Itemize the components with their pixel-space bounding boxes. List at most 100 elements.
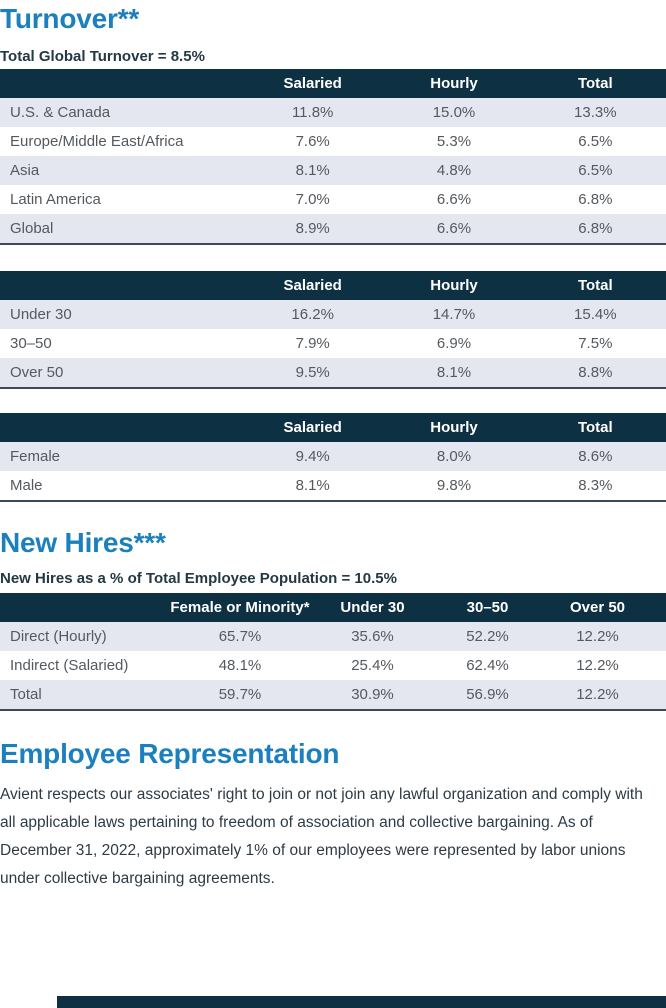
cell-value: 6.8% <box>578 191 613 208</box>
table-row: Global 8.9% 6.6% 6.8% <box>0 214 666 244</box>
cell-value: 12.2% <box>576 657 619 674</box>
cell-value: 52.2% <box>466 628 509 645</box>
turnover-by-gender-table: Salaried Hourly Total Female 9.4% 8.0% 8.6% Mal… <box>0 413 666 502</box>
column-header: Under 30 <box>325 593 420 622</box>
cell-value: 12.2% <box>576 686 619 703</box>
cell-value: 6.6% <box>436 191 472 208</box>
row-label: Over 50 <box>10 364 64 381</box>
table-header-empty-cell <box>0 413 242 442</box>
cell-value: 6.9% <box>436 335 472 352</box>
column-header: Over 50 <box>555 593 666 622</box>
column-header: 30–50 <box>420 593 555 622</box>
table-header-empty-cell <box>0 593 155 622</box>
cell-value: 7.9% <box>295 335 330 352</box>
turnover-by-region-table: Salaried Hourly Total U.S. & Canada 11.8% 15.… <box>0 69 666 245</box>
cell-value: 8.1% <box>436 364 472 381</box>
row-label: U.S. & Canada <box>10 104 111 121</box>
table-header-row: Salaried Hourly Total <box>0 69 666 98</box>
table-row: Male 8.1% 9.8% 8.3% <box>0 471 666 501</box>
cell-value: 6.6% <box>436 220 472 237</box>
cell-value: 9.4% <box>295 448 330 465</box>
new-hires-section-title: New Hires*** <box>0 527 166 558</box>
cell-value: 8.0% <box>436 448 472 465</box>
cell-value: 35.6% <box>351 628 394 645</box>
employee-representation-section: Employee Representation Avient respects … <box>0 737 666 893</box>
table-row: Over 50 9.5% 8.1% 8.8% <box>0 358 666 388</box>
row-label: Global <box>10 220 54 237</box>
cell-value: 7.6% <box>295 133 330 150</box>
cell-value: 13.3% <box>574 104 617 121</box>
next-table-header-partial-bar <box>57 996 666 1008</box>
total-global-turnover-subtitle: Total Global Turnover = 8.5% <box>0 48 205 65</box>
table-row: Total 59.7% 30.9% 56.9% 12.2% <box>0 680 666 710</box>
column-header: Hourly <box>383 271 525 300</box>
row-label: Male <box>10 477 43 494</box>
row-label: Asia <box>10 162 40 179</box>
employee-representation-title: Employee Representation <box>0 738 340 769</box>
cell-value: 16.2% <box>291 306 334 323</box>
cell-value: 14.7% <box>432 306 476 323</box>
turnover-section-title: Turnover** <box>0 3 140 34</box>
column-header: Salaried <box>242 413 384 442</box>
table-header-row: Salaried Hourly Total <box>0 271 666 300</box>
row-label: Direct (Hourly) <box>10 628 107 645</box>
table-row: Female 9.4% 8.0% 8.6% <box>0 442 666 471</box>
new-hires-subtitle: New Hires as a % of Total Employee Popul… <box>0 570 397 587</box>
turnover-by-age-table: Salaried Hourly Total Under 30 16.2% 14.7% 15.… <box>0 271 666 389</box>
table-row: Direct (Hourly) 65.7% 35.6% 52.2% 12.2% <box>0 622 666 651</box>
column-header: Salaried <box>242 271 384 300</box>
cell-value: 6.5% <box>578 162 613 179</box>
cell-value: 6.5% <box>578 133 613 150</box>
table-row: Asia 8.1% 4.8% 6.5% <box>0 156 666 185</box>
cell-value: 9.8% <box>436 477 472 494</box>
table-row: 30–50 7.9% 6.9% 7.5% <box>0 329 666 358</box>
cell-value: 15.0% <box>432 104 476 121</box>
table-row: Under 30 16.2% 14.7% 15.4% <box>0 300 666 329</box>
column-header: Total <box>524 69 666 98</box>
table-row: Europe/Middle East/Africa 7.6% 5.3% 6.5% <box>0 127 666 156</box>
cell-value: 8.1% <box>295 477 330 494</box>
cell-value: 6.8% <box>578 220 613 237</box>
column-header: Total <box>524 413 666 442</box>
employee-representation-paragraph: Avient respects our associates' right to… <box>0 786 643 887</box>
cell-value: 30.9% <box>351 686 394 703</box>
cell-value: 8.9% <box>295 220 330 237</box>
row-label: 30–50 <box>10 335 52 352</box>
column-header: Hourly <box>383 69 525 98</box>
cell-value: 59.7% <box>218 686 262 703</box>
table-row: U.S. & Canada 11.8% 15.0% 13.3% <box>0 98 666 127</box>
row-label: Female <box>10 448 61 465</box>
column-header: Female or Minority* <box>155 593 325 622</box>
cell-value: 8.6% <box>578 448 613 465</box>
cell-value: 7.0% <box>295 191 330 208</box>
row-label: Total <box>10 686 42 703</box>
table-row: Indirect (Salaried) 48.1% 25.4% 62.4% 12.2% <box>0 651 666 680</box>
cell-value: 5.3% <box>436 133 472 150</box>
cell-value: 8.1% <box>295 162 330 179</box>
table-header-empty-cell <box>0 271 242 300</box>
turnover-section: Turnover** Total Global Turnover = 8.5% … <box>0 2 666 502</box>
cell-value: 15.4% <box>574 306 617 323</box>
new-hires-table: Female or Minority* Under 30 30–50 Over 50 D… <box>0 593 666 711</box>
table-header-row: Salaried Hourly Total <box>0 413 666 442</box>
row-label: Latin America <box>10 191 101 208</box>
cell-value: 25.4% <box>351 657 394 674</box>
column-header: Salaried <box>242 69 384 98</box>
table-row: Latin America 7.0% 6.6% 6.8% <box>0 185 666 214</box>
cell-value: 48.1% <box>218 657 262 674</box>
cell-value: 11.8% <box>291 104 334 121</box>
cell-value: 8.8% <box>578 364 613 381</box>
cell-value: 62.4% <box>466 657 509 674</box>
new-hires-section: New Hires*** New Hires as a % of Total E… <box>0 526 666 711</box>
row-label: Under 30 <box>10 306 72 323</box>
column-header: Total <box>524 271 666 300</box>
cell-value: 56.9% <box>466 686 509 703</box>
cell-value: 8.3% <box>578 477 613 494</box>
cell-value: 65.7% <box>218 628 262 645</box>
cell-value: 7.5% <box>578 335 613 352</box>
row-label: Europe/Middle East/Africa <box>10 133 184 150</box>
row-label: Indirect (Salaried) <box>10 657 129 674</box>
cell-value: 4.8% <box>436 162 472 179</box>
column-header: Hourly <box>383 413 525 442</box>
table-header-row: Female or Minority* Under 30 30–50 Over 50 <box>0 593 666 622</box>
